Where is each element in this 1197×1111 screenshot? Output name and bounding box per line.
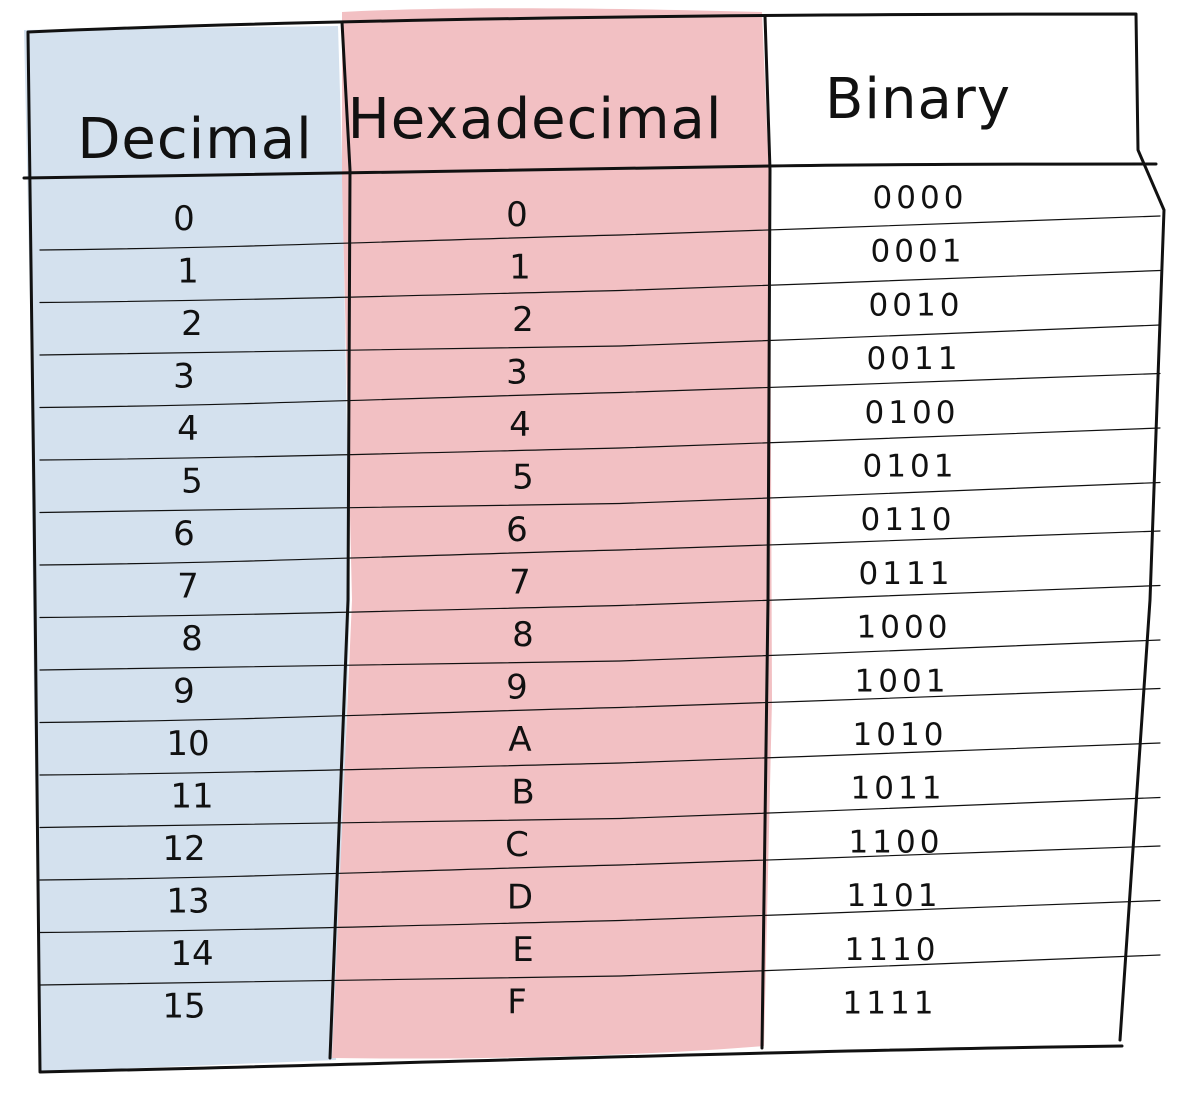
hexadecimal-cell: 5 bbox=[512, 458, 534, 498]
binary-cell: 0010 bbox=[869, 287, 964, 323]
hexadecimal-cell: D bbox=[507, 878, 533, 918]
hexadecimal-cell: 3 bbox=[506, 353, 528, 393]
binary-cell: 1101 bbox=[847, 878, 942, 914]
decimal-cell: 15 bbox=[162, 987, 205, 1027]
decimal-cell: 0 bbox=[173, 199, 195, 239]
row-separator bbox=[39, 215, 1161, 251]
decimal-cell: 12 bbox=[162, 829, 205, 869]
row-separator bbox=[39, 372, 1161, 409]
hexadecimal-cell: C bbox=[505, 825, 529, 865]
row-separator bbox=[39, 687, 1161, 724]
decimal-cell: 7 bbox=[177, 567, 199, 607]
decimal-cell: 9 bbox=[173, 672, 195, 712]
decimal-column-shading bbox=[24, 26, 350, 1072]
binary-cell: 0000 bbox=[873, 180, 968, 216]
hexadecimal-cell: 1 bbox=[509, 248, 531, 288]
binary-cell: 1010 bbox=[853, 717, 948, 753]
hexadecimal-cell: B bbox=[511, 773, 534, 813]
decimal-cell: 13 bbox=[166, 882, 209, 922]
hexadecimal-column-shading bbox=[332, 8, 772, 1059]
row-separator bbox=[39, 845, 1161, 881]
decimal-cell: 11 bbox=[170, 777, 213, 817]
decimal-cell: 14 bbox=[170, 934, 213, 974]
decimal-hex-divider bbox=[328, 20, 352, 1060]
binary-cell: 1111 bbox=[843, 986, 938, 1022]
row-separator bbox=[39, 584, 1161, 619]
binary-cell: 1001 bbox=[855, 663, 950, 699]
row-separator bbox=[39, 742, 1161, 776]
header-decimal: Decimal bbox=[77, 107, 312, 172]
binary-cell: 1110 bbox=[845, 932, 940, 968]
decimal-cell: 3 bbox=[173, 357, 195, 397]
hexadecimal-cell: 2 bbox=[512, 300, 534, 340]
binary-cell: 0111 bbox=[859, 556, 954, 592]
decimal-cell: 10 bbox=[166, 724, 209, 764]
binary-cell: 0100 bbox=[865, 395, 960, 431]
binary-cell: 0011 bbox=[867, 341, 962, 377]
header-binary: Binary bbox=[825, 67, 1011, 132]
row-separator bbox=[39, 427, 1161, 461]
decimal-cell: 4 bbox=[177, 409, 199, 449]
hexadecimal-cell: 9 bbox=[506, 668, 528, 708]
binary-cell: 1100 bbox=[849, 824, 944, 860]
decimal-cell: 1 bbox=[177, 252, 199, 292]
hexadecimal-cell: A bbox=[508, 720, 531, 760]
binary-cell: 1000 bbox=[857, 610, 952, 646]
binary-cell: 0110 bbox=[861, 502, 956, 538]
hexadecimal-cell: 6 bbox=[506, 510, 528, 550]
binary-cell: 0001 bbox=[871, 234, 966, 270]
hexadecimal-cell: F bbox=[507, 983, 527, 1023]
header-hexadecimal: Hexadecimal bbox=[348, 87, 723, 152]
hexadecimal-cell: 7 bbox=[509, 563, 531, 603]
row-separator bbox=[39, 530, 1161, 566]
hexadecimal-cell: 0 bbox=[506, 195, 528, 235]
hexadecimal-cell: 8 bbox=[512, 615, 534, 655]
hexadecimal-cell: 4 bbox=[509, 405, 531, 445]
binary-cell: 1011 bbox=[851, 771, 946, 807]
row-separator bbox=[39, 899, 1161, 934]
decimal-cell: 6 bbox=[173, 514, 195, 554]
header-underline bbox=[22, 162, 1158, 180]
decimal-cell: 2 bbox=[181, 304, 203, 344]
table-frame bbox=[26, 12, 1166, 1074]
row-separator bbox=[39, 269, 1161, 304]
decimal-cell: 8 bbox=[181, 619, 203, 659]
decimal-cell: 5 bbox=[181, 462, 203, 502]
hexadecimal-cell: E bbox=[512, 930, 533, 970]
binary-cell: 0101 bbox=[863, 449, 958, 485]
hex-binary-divider bbox=[760, 14, 772, 1050]
